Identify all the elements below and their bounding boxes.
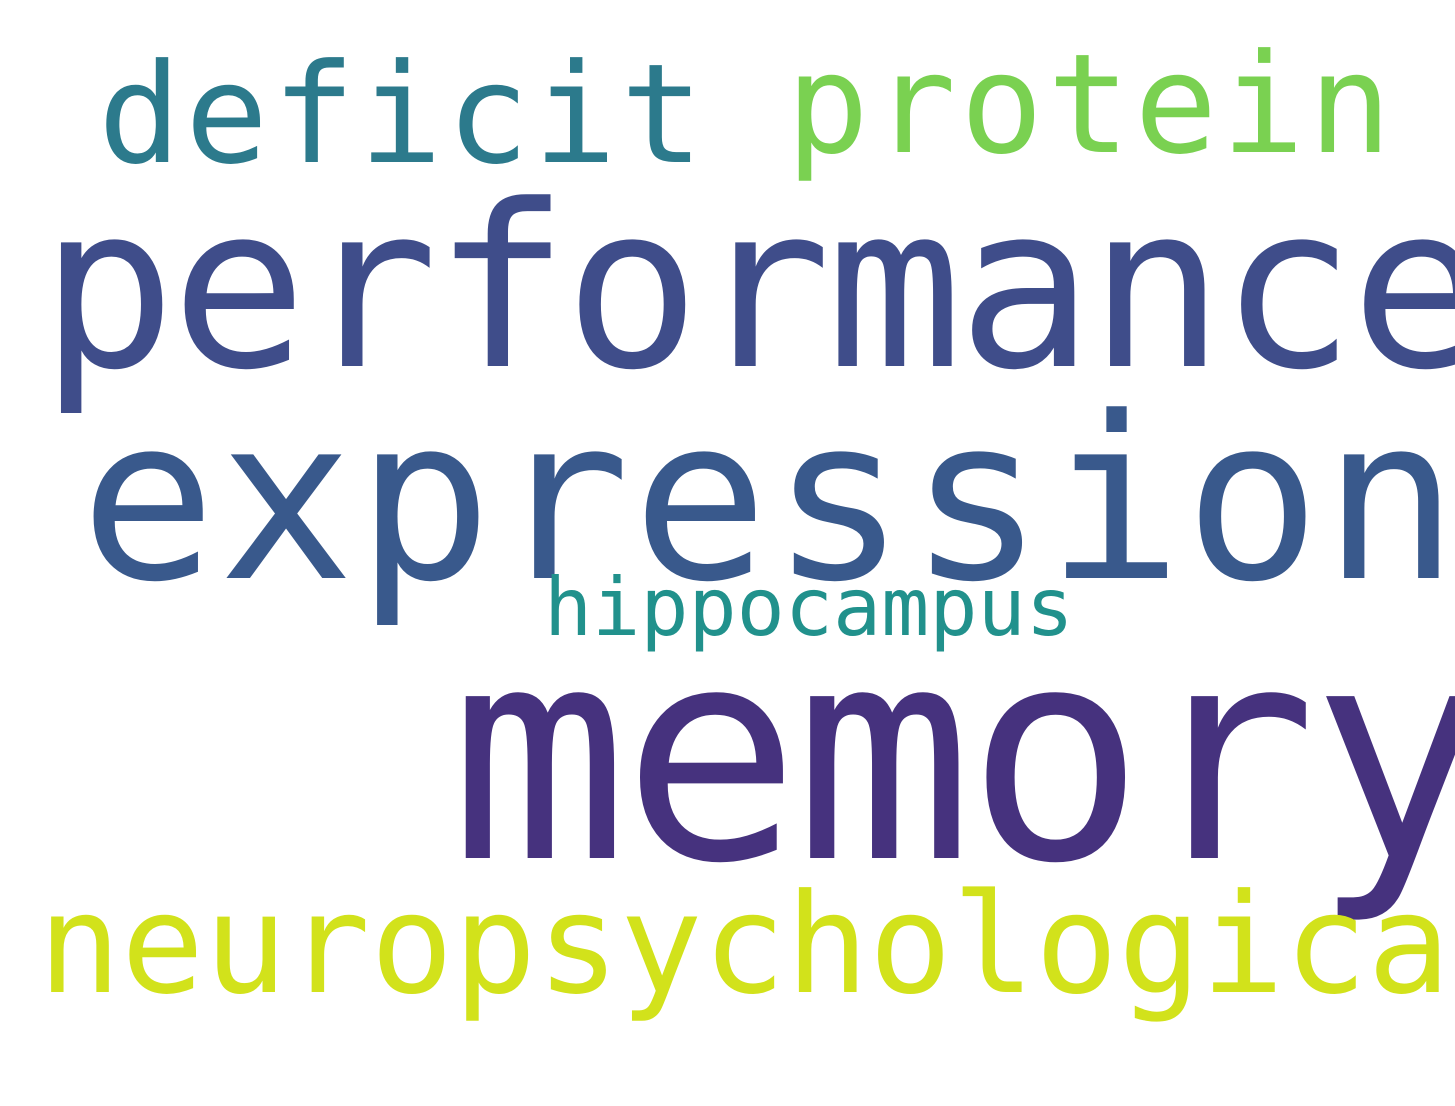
word-deficit: deficit: [98, 34, 708, 195]
word-neuropsychological: neuropsychological: [38, 864, 1455, 1025]
word-hippocampus: hippocampus: [544, 561, 1074, 654]
word-performance: performance: [40, 157, 1455, 420]
word-memory: memory: [450, 583, 1455, 928]
word-expression: expression: [80, 369, 1455, 632]
word-protein: protein: [786, 24, 1396, 185]
